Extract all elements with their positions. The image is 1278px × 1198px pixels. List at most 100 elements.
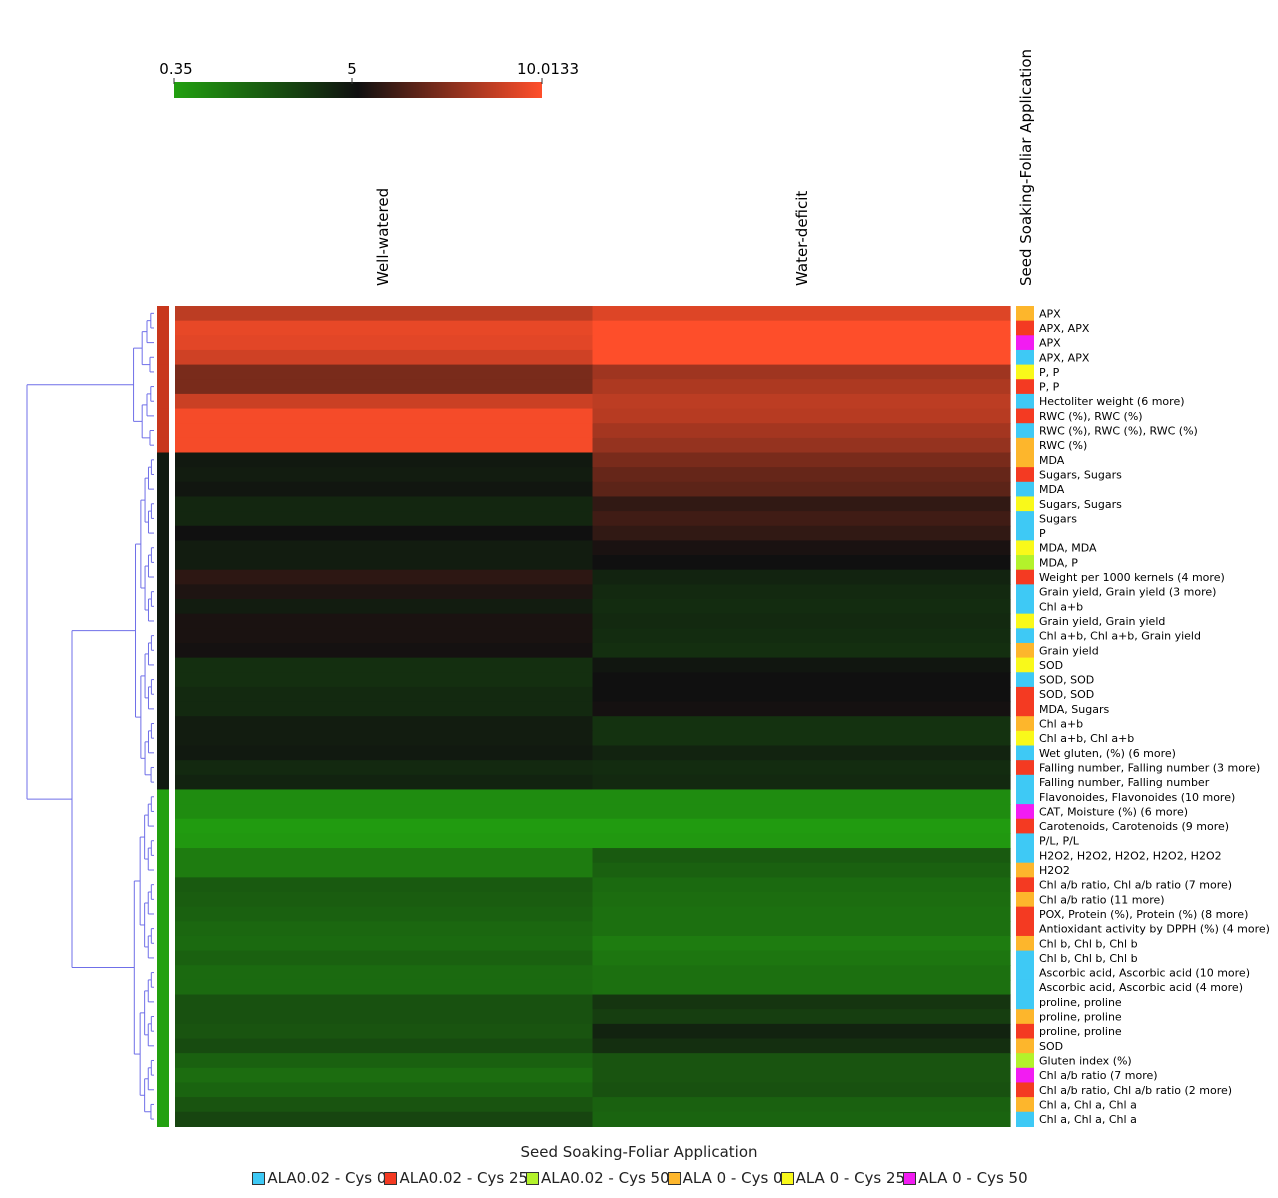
legend-item: ALA0.02 - Cys 50 [526,1169,670,1187]
row-label: Antioxidant activity by DPPH (%) (4 more… [1039,923,1270,936]
legend-item: ALA 0 - Cys 25 [780,1169,906,1187]
heatmap-cell [175,437,594,454]
heatmap-cell [592,701,1011,717]
heatmap-cell [592,1038,1011,1054]
row-label: RWC (%), RWC (%) [1039,410,1143,423]
cluster-cell [157,540,169,556]
row-group-swatch [1016,1038,1034,1054]
heatmap-cell [592,979,1011,996]
row-label: Weight per 1000 kernels (4 more) [1039,571,1225,584]
row-label: APX [1039,337,1061,350]
heatmap-cell [175,540,594,556]
row-label: P, P [1039,381,1060,394]
cluster-cell [157,423,169,439]
heatmap-cell [175,364,594,380]
row-group-swatch [1016,452,1034,468]
row-label: SOD, SOD [1039,688,1094,701]
heatmap-cell [175,569,594,585]
column-label-water-deficit: Water-deficit [793,191,811,286]
heatmap-cell [175,921,594,937]
cluster-cell [157,994,169,1010]
heatmap-cell [592,349,1011,366]
cluster-cell [157,467,169,483]
heatmap-cell [592,760,1011,776]
heatmap-cell [175,892,594,908]
row-group-swatch [1016,745,1034,761]
row-label: RWC (%), RWC (%), RWC (%) [1039,425,1198,438]
heatmap-cell [592,686,1011,703]
cluster-cell [157,921,169,937]
heatmap-cell [592,320,1011,336]
row-group-swatch [1016,335,1034,351]
row-group-swatch [1016,730,1034,747]
row-group-swatch [1016,1053,1034,1069]
heatmap-cell [592,1067,1011,1084]
row-group-swatch [1016,584,1034,600]
row-label: Chl a/b ratio (11 more) [1039,893,1165,906]
row-group-swatches [1016,306,1034,1127]
heatmap-cell [175,1038,594,1054]
legend-label: ALA 0 - Cys 25 [795,1169,906,1187]
row-label: Falling number, Falling number [1039,776,1210,789]
heatmap-cell [175,642,594,659]
heatmap-cell [592,555,1011,571]
row-group-swatch [1016,379,1034,395]
heatmap-cell [175,804,594,820]
legend-label: ALA 0 - Cys 0 [682,1169,783,1187]
heatmap-cell [175,730,594,747]
heatmap-cell [592,833,1011,849]
row-group-swatch [1016,320,1034,336]
heatmap-cell [592,335,1011,351]
heatmap-cell [592,921,1011,937]
cluster-cell [157,906,169,922]
heatmap-cell [175,496,594,512]
row-group-swatch [1016,437,1034,454]
row-group-swatch [1016,1023,1034,1040]
heatmap-cell [175,1111,594,1127]
cluster-cell [157,862,169,878]
row-group-swatch [1016,716,1034,732]
legend-item: ALA 0 - Cys 50 [903,1169,1028,1187]
cluster-cell [157,599,169,615]
row-label: SOD [1039,659,1063,672]
heatmap-cell [175,701,594,717]
row-group-swatch [1016,848,1034,864]
heatmap-cell [592,774,1011,791]
row-group-swatch [1016,642,1034,659]
row-group-swatch [1016,555,1034,571]
heatmap-cell [175,379,594,395]
heatmap-cell [175,716,594,732]
cluster-cell [157,525,169,541]
row-group-swatch [1016,613,1034,629]
row-label: SOD, SOD [1039,674,1094,687]
heatmap-cell [175,349,594,366]
legend-swatch [903,1171,917,1185]
row-label: P/L, P/L [1039,835,1080,848]
heatmap-cell [592,379,1011,395]
heatmap-cell [175,1053,594,1069]
heatmap-cell [175,511,594,527]
cluster-cell [157,584,169,600]
heatmap-cell [175,833,594,849]
row-label: Wet gluten, (%) (6 more) [1039,747,1176,760]
row-group-swatch [1016,599,1034,615]
heatmap-cell [592,804,1011,820]
cluster-cell [157,745,169,761]
heatmap-cell [175,979,594,996]
cluster-cell [157,349,169,366]
row-label: P, P [1039,366,1060,379]
row-group-swatch [1016,467,1034,483]
row-group-swatch [1016,921,1034,937]
row-group-swatch [1016,906,1034,922]
heatmap-cell [592,965,1011,981]
heatmap-cell [592,393,1011,410]
cluster-cell [157,569,169,585]
row-label: Sugars [1039,512,1077,525]
heatmap-cell [175,1082,594,1098]
cluster-cell [157,1097,169,1113]
row-label: proline, proline [1039,1011,1122,1024]
row-label: P [1039,527,1046,540]
cluster-cell [157,1009,169,1025]
row-group-swatch [1016,423,1034,439]
heatmap-cell [175,613,594,629]
